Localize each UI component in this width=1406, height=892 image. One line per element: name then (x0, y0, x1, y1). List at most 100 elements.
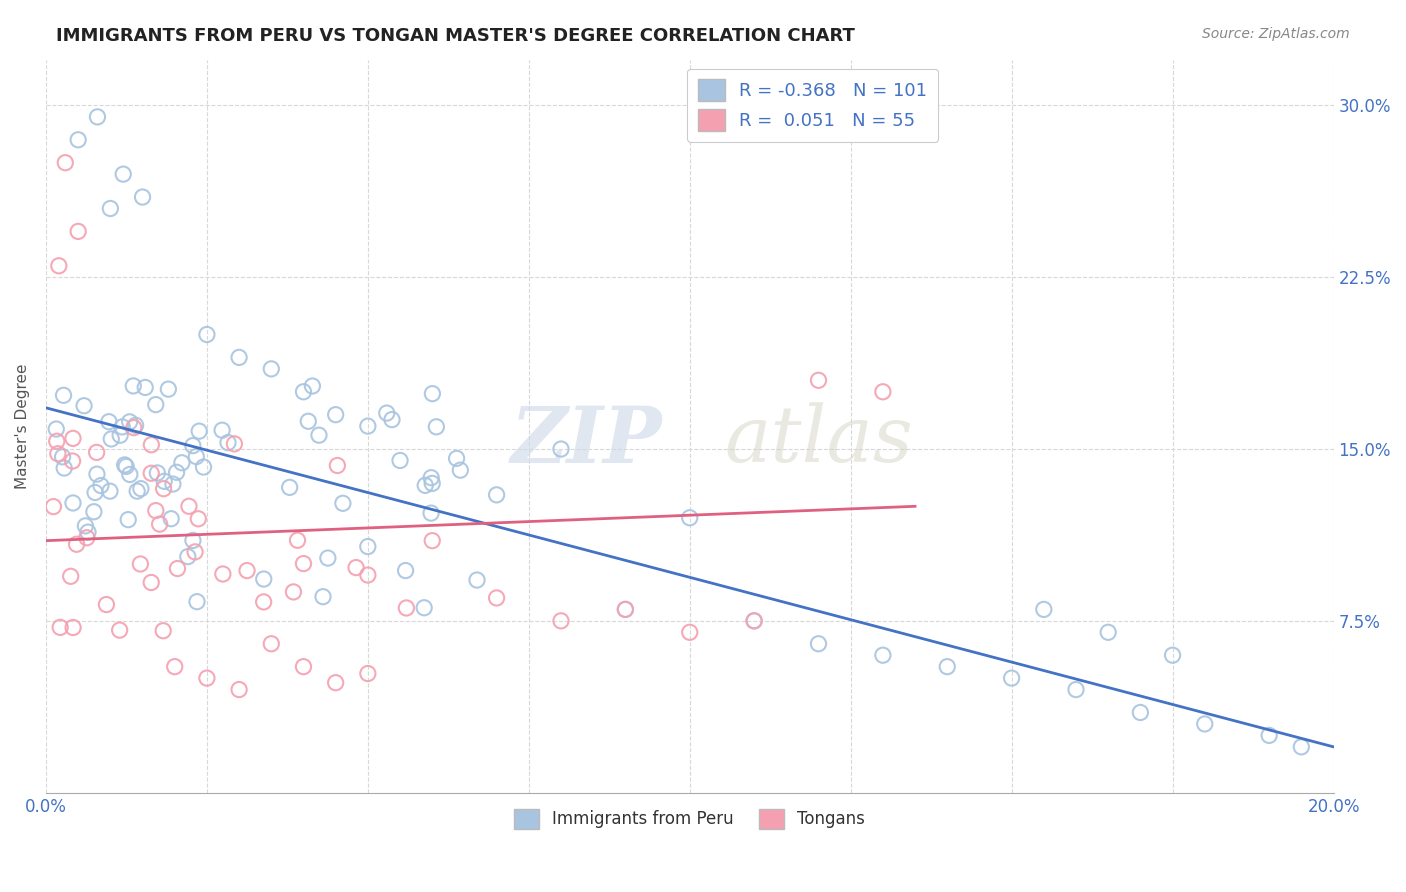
Point (76, 531, 98, 545)
Point (45, 434, 67, 449)
Point (420, 471, 443, 485)
Point (332, 496, 354, 510)
Point (260, 637, 283, 651)
Point (127, 484, 149, 499)
Point (395, 601, 418, 615)
Point (1291, 739, 1313, 754)
Point (357, 419, 380, 434)
Text: IMMIGRANTS FROM PERU VS TONGAN MASTER'S DEGREE CORRELATION CHART: IMMIGRANTS FROM PERU VS TONGAN MASTER'S … (56, 27, 855, 45)
Point (357, 540, 380, 554)
Point (420, 476, 443, 491)
Point (211, 423, 233, 437)
Point (425, 420, 447, 434)
Point (181, 533, 204, 548)
Point (163, 659, 186, 673)
Point (195, 671, 218, 685)
Point (184, 545, 207, 559)
Point (181, 439, 204, 453)
Point (98, 484, 121, 499)
Point (90, 478, 112, 492)
Point (357, 666, 380, 681)
Point (807, 373, 830, 387)
Point (65, 537, 87, 551)
Point (141, 438, 163, 452)
Point (287, 533, 309, 548)
Point (186, 450, 208, 464)
Point (1129, 706, 1152, 720)
Point (292, 384, 315, 399)
Point (381, 412, 404, 426)
Point (84, 485, 107, 500)
Legend: Immigrants from Peru, Tongans: Immigrants from Peru, Tongans (508, 802, 872, 836)
Point (108, 623, 131, 637)
Point (485, 488, 508, 502)
Point (48, 259, 70, 273)
Point (316, 551, 339, 566)
Point (145, 398, 167, 412)
Point (312, 590, 335, 604)
Point (45, 422, 67, 436)
Point (389, 453, 412, 467)
Point (297, 414, 319, 428)
Point (170, 456, 193, 470)
Point (114, 458, 136, 472)
Point (278, 480, 301, 494)
Point (152, 624, 174, 638)
Point (187, 512, 209, 526)
Point (679, 625, 702, 640)
Point (807, 637, 830, 651)
Point (308, 428, 330, 442)
Point (742, 614, 765, 628)
Point (679, 510, 702, 524)
Point (75, 519, 97, 533)
Point (485, 591, 508, 605)
Point (465, 573, 488, 587)
Point (118, 467, 141, 482)
Point (193, 460, 215, 475)
Point (86, 445, 108, 459)
Point (1001, 671, 1024, 685)
Point (1097, 625, 1119, 640)
Point (357, 568, 380, 582)
Point (153, 475, 176, 489)
Point (77, 525, 100, 540)
Point (422, 386, 444, 401)
Point (614, 602, 637, 616)
Point (86, 110, 108, 124)
Point (53, 155, 76, 169)
Point (177, 500, 200, 514)
Point (53, 461, 76, 475)
Point (52, 388, 75, 402)
Point (141, 467, 163, 481)
Point (129, 557, 152, 571)
Point (326, 458, 349, 473)
Point (152, 482, 174, 496)
Point (224, 437, 246, 451)
Point (146, 466, 169, 480)
Point (413, 600, 436, 615)
Point (177, 549, 200, 564)
Point (149, 517, 172, 532)
Point (122, 420, 145, 434)
Point (446, 451, 468, 466)
Point (236, 564, 259, 578)
Point (86, 467, 108, 482)
Point (1161, 648, 1184, 663)
Point (375, 406, 398, 420)
Point (145, 503, 167, 517)
Point (186, 595, 208, 609)
Point (166, 561, 188, 575)
Point (420, 506, 443, 520)
Point (344, 560, 367, 574)
Point (62, 620, 84, 634)
Point (301, 379, 323, 393)
Point (100, 432, 122, 446)
Point (129, 482, 152, 496)
Point (253, 572, 276, 586)
Point (97, 415, 120, 429)
Point (742, 614, 765, 628)
Point (157, 382, 180, 396)
Point (73, 399, 96, 413)
Point (228, 351, 250, 365)
Text: Source: ZipAtlas.com: Source: ZipAtlas.com (1202, 27, 1350, 41)
